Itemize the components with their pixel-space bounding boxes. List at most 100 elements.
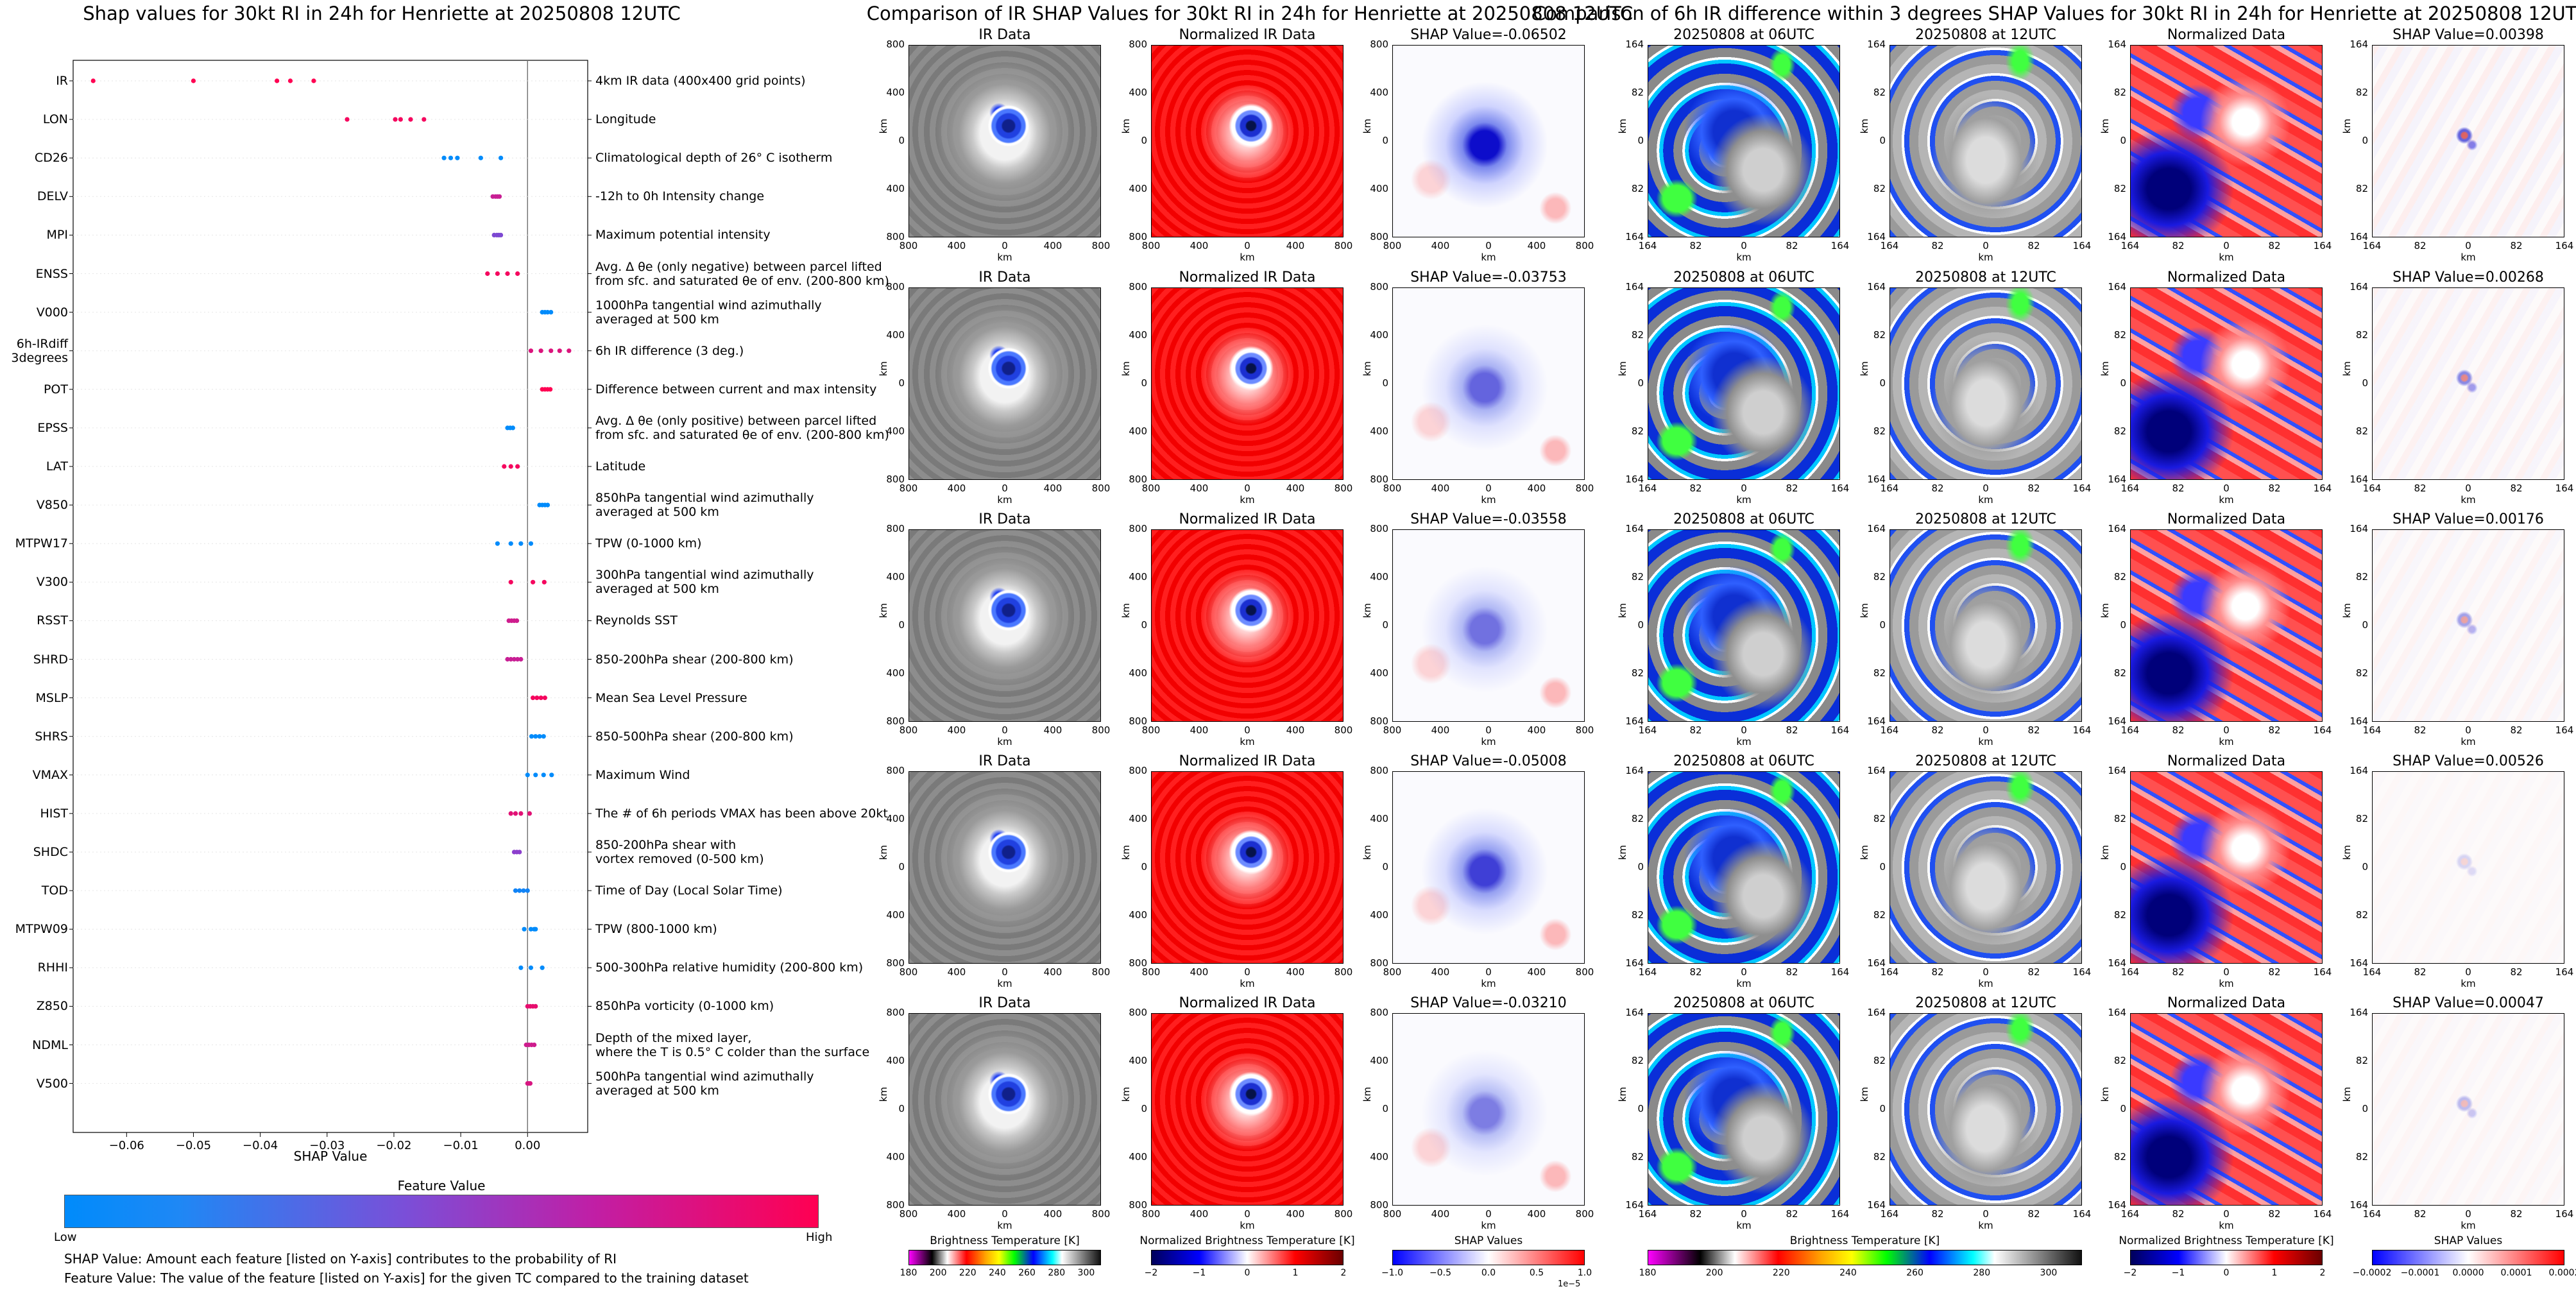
panel-x-tick: 82 <box>2027 724 2040 736</box>
panel-y-tick: 82 <box>1631 87 1644 98</box>
panel-y-unit: km <box>1361 361 1373 377</box>
panel-y-tick: 0 <box>1879 1103 1886 1114</box>
ir-shap-colorbar-tick: −0.5 <box>1429 1268 1451 1278</box>
panel-y-tick: 164 <box>2108 765 2126 776</box>
panel-x-tick: 82 <box>2414 966 2427 978</box>
panel-x-unit: km <box>1736 494 1752 506</box>
ir-panel-title-r3c2: Normalized IR Data <box>1179 511 1316 527</box>
panel-y-tick: 400 <box>886 813 905 824</box>
panel-x-tick: 0 <box>2465 482 2471 494</box>
panel-y-tick: 82 <box>2355 571 2368 583</box>
panel-x-tick: 400 <box>1286 482 1305 494</box>
panel-x-tick: 164 <box>2555 966 2574 978</box>
panel-y-tick: 0 <box>1141 135 1147 146</box>
panel-y-tick: 164 <box>1625 523 1644 534</box>
panel-x-tick: 0 <box>1244 482 1250 494</box>
panel-y-tick: 82 <box>2355 87 2368 98</box>
feature-desc-6h-irdiff-3degrees: 6h IR difference (3 deg.) <box>595 343 744 358</box>
panel-x-tick: 164 <box>2120 966 2140 978</box>
shap-point-tod <box>525 888 530 893</box>
panel-y-tick: 400 <box>886 329 905 341</box>
irdiff-panel-title-r5c3: Normalized Data <box>2167 995 2286 1011</box>
panel-x-tick: 164 <box>1830 724 1850 736</box>
panel-y-tick: 400 <box>1129 1055 1147 1066</box>
panel-y-tick: 800 <box>1370 38 1388 50</box>
shap-point-pot <box>548 387 553 392</box>
panel-x-tick: 400 <box>1190 1208 1209 1220</box>
panel-y-tick: 0 <box>1637 1103 1644 1114</box>
panel-y-tick: 164 <box>1625 1199 1644 1211</box>
panel-x-unit: km <box>1240 494 1255 506</box>
shap-point-mslp <box>530 696 536 701</box>
irdiff-panel-r5c3 <box>2130 1013 2323 1206</box>
panel-y-unit: km <box>1120 603 1132 619</box>
panel-x-unit: km <box>2219 1220 2234 1231</box>
panel-x-unit: km <box>1978 252 1993 263</box>
irdiff-panel-r1c2 <box>1889 45 2082 237</box>
panel-x-tick: 82 <box>2510 724 2523 736</box>
ir-panel-r1c1 <box>908 45 1101 237</box>
shap-point-rhhi <box>528 965 534 970</box>
irdiff-bt-colorbar-tick: 240 <box>1839 1268 1857 1278</box>
panel-y-unit: km <box>1361 603 1373 619</box>
panel-y-unit: km <box>2099 1087 2111 1102</box>
panel-x-tick: 82 <box>1931 724 1944 736</box>
panel-x-tick: 82 <box>2027 240 2040 252</box>
ir-norm-colorbar-tick: 0 <box>1244 1268 1250 1278</box>
shap-point-lon <box>422 117 427 122</box>
irdiff-shap-colorbar-tick: 0.0000 <box>2452 1268 2484 1278</box>
panel-y-tick: 82 <box>1873 425 1886 437</box>
panel-x-unit: km <box>2461 252 2476 263</box>
irdiff-panel-r4c2 <box>1889 771 2082 964</box>
shap-point-enss <box>505 271 510 277</box>
irdiff-norm-colorbar <box>2130 1250 2323 1265</box>
ir-panel-r1c2 <box>1151 45 1343 237</box>
panel-y-unit: km <box>1617 845 1628 860</box>
panel-y-tick: 0 <box>1637 135 1644 146</box>
panel-x-tick: 82 <box>2268 724 2281 736</box>
panel-x-tick: 0 <box>1983 240 1989 252</box>
panel-x-tick: 0 <box>1983 966 1989 978</box>
panel-y-tick: 0 <box>1879 619 1886 631</box>
left-title: Shap values for 30kt RI in 24h for Henri… <box>83 3 681 24</box>
irdiff-panel-title-r5c1: 20250808 at 06UTC <box>1673 995 1814 1011</box>
panel-y-unit: km <box>1617 361 1628 377</box>
shap-point-hist <box>527 811 532 816</box>
irdiff-panel-title-r1c2: 20250808 at 12UTC <box>1915 27 2056 43</box>
irdiff-norm-colorbar-tick: 2 <box>2319 1268 2326 1278</box>
panel-y-tick: 0 <box>898 619 905 631</box>
panel-y-tick: 164 <box>2108 281 2126 293</box>
irdiff-panel-r5c1 <box>1648 1013 1840 1206</box>
panel-x-tick: 0 <box>2465 724 2471 736</box>
panel-y-tick: 0 <box>2120 1103 2126 1114</box>
irdiff-shap-colorbar-tick: −0.0002 <box>2352 1268 2392 1278</box>
panel-y-tick: 82 <box>1873 909 1886 921</box>
panel-y-tick: 82 <box>2113 425 2126 437</box>
panel-x-tick: 82 <box>1689 240 1702 252</box>
ir-panel-r5c3 <box>1392 1013 1585 1206</box>
panel-y-tick: 164 <box>1867 523 1886 534</box>
ir-panel-title-r2c2: Normalized IR Data <box>1179 269 1316 286</box>
ir-panel-title-r1c3: SHAP Value=-0.06502 <box>1410 27 1567 43</box>
panel-y-tick: 0 <box>1141 619 1147 631</box>
panel-x-tick: 164 <box>2362 482 2382 494</box>
panel-x-tick: 800 <box>1383 240 1402 252</box>
panel-x-tick: 0 <box>1983 482 1989 494</box>
ir-panel-title-r3c1: IR Data <box>978 511 1031 527</box>
panel-x-tick: 82 <box>1931 966 1944 978</box>
irdiff-bt-colorbar-tick: 260 <box>1906 1268 1923 1278</box>
panel-y-tick: 82 <box>1631 183 1644 194</box>
panel-x-tick: 82 <box>2510 1208 2523 1220</box>
panel-x-tick: 400 <box>947 482 966 494</box>
irdiff-panel-title-r1c1: 20250808 at 06UTC <box>1673 27 1814 43</box>
panel-y-tick: 800 <box>1129 765 1147 776</box>
panel-y-tick: 164 <box>2108 231 2126 243</box>
feature-label-6h-irdiff-3degrees: 6h-IRdiff 3degrees <box>11 336 68 365</box>
panel-x-tick: 82 <box>2414 482 2427 494</box>
ir-panel-title-r2c1: IR Data <box>978 269 1031 286</box>
panel-y-unit: km <box>1361 119 1373 134</box>
panel-y-tick: 82 <box>1873 1151 1886 1163</box>
panel-x-tick: 164 <box>1830 240 1850 252</box>
panel-y-tick: 400 <box>1129 909 1147 921</box>
ir-panel-title-r5c3: SHAP Value=-0.03210 <box>1410 995 1567 1011</box>
